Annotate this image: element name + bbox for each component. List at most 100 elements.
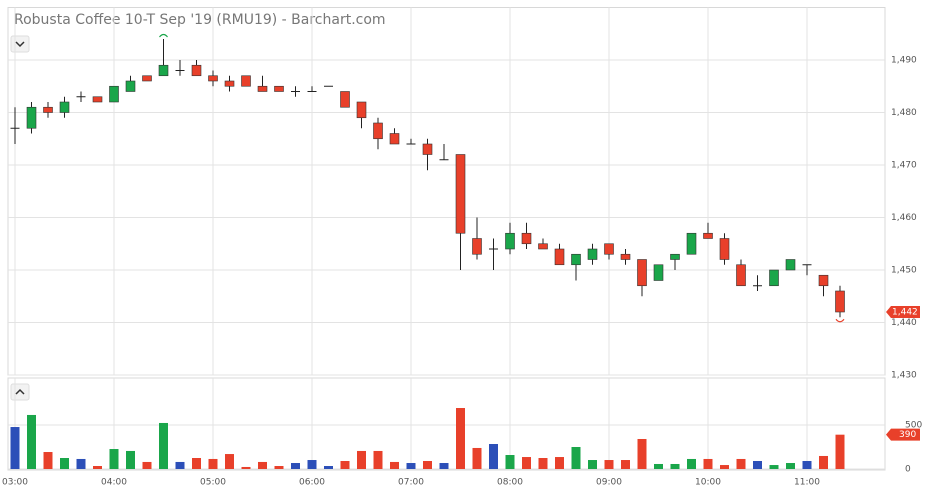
- volume-bar: [588, 460, 597, 469]
- volume-bar: [126, 450, 135, 469]
- y-tick-label: 1,470: [891, 161, 917, 171]
- y-tick-label: 1,450: [891, 266, 917, 276]
- last-volume-label: 390: [899, 430, 916, 440]
- volume-bar: [423, 460, 432, 469]
- button-box[interactable]: [10, 35, 30, 53]
- volume-bar: [324, 466, 333, 469]
- volume-bar: [357, 450, 366, 469]
- volume-bar: [769, 465, 779, 469]
- volume-tick-label: 0: [905, 465, 911, 475]
- volume-bar: [621, 460, 630, 469]
- candle-body: [142, 75, 152, 82]
- candle-body: [224, 80, 235, 87]
- volume-bar: [241, 466, 251, 469]
- candle-body: [554, 248, 565, 266]
- volume-bar: [439, 463, 449, 469]
- volume-bar: [192, 458, 201, 469]
- volume-bar: [456, 408, 465, 469]
- y-tick-label: 1,460: [891, 213, 917, 223]
- volume-bar: [654, 463, 663, 469]
- volume-bar: [802, 460, 812, 469]
- volume-bar: [291, 463, 300, 469]
- volume-bar: [373, 450, 383, 469]
- x-tick-label: 10:00: [695, 478, 721, 488]
- volume-bar: [538, 458, 548, 469]
- candle-body: [620, 253, 631, 260]
- volume-bar: [555, 457, 564, 469]
- low-marker: [835, 318, 845, 323]
- candle-body: [719, 238, 730, 260]
- volume-bar: [76, 458, 86, 469]
- volume-bar: [390, 461, 399, 469]
- candle-body: [604, 243, 614, 255]
- candle-body: [785, 259, 796, 271]
- x-tick-label: 03:00: [2, 478, 28, 488]
- candle-body: [422, 143, 433, 155]
- volume-bar: [109, 449, 119, 469]
- y-tick-label: 1,440: [891, 318, 917, 328]
- candle-body: [257, 85, 268, 92]
- candle-body: [208, 75, 218, 82]
- volume-bar: [670, 463, 680, 469]
- x-tick-label: 04:00: [101, 478, 127, 488]
- volume-bar: [307, 460, 317, 469]
- button-box[interactable]: [10, 383, 30, 401]
- volume-bar: [489, 444, 498, 469]
- candle-body: [521, 232, 532, 245]
- y-tick-label: 1,430: [891, 371, 917, 381]
- last-volume-badge: [886, 428, 920, 441]
- expand-button[interactable]: [10, 383, 30, 401]
- volume-bar: [93, 466, 102, 469]
- volume-bar: [604, 460, 614, 469]
- volume-bar: [208, 458, 218, 469]
- volume-bar: [637, 438, 647, 469]
- volume-bar: [258, 461, 267, 469]
- volume-bar: [505, 455, 515, 469]
- volume-bar: [835, 434, 845, 469]
- candle-body: [158, 64, 169, 77]
- y-tick-label: 1,480: [891, 108, 917, 118]
- candle-body: [340, 91, 350, 108]
- volume-bar: [736, 458, 746, 469]
- volume-bar: [60, 458, 69, 469]
- volume-bar: [27, 414, 36, 469]
- volume-bar: [472, 447, 482, 469]
- last-price-label: 1,442: [892, 308, 918, 318]
- chart-title: Robusta Coffee 10-T Sep '19 (RMU19) - Ba…: [14, 12, 386, 28]
- x-tick-label: 06:00: [299, 478, 325, 488]
- collapse-button[interactable]: [10, 35, 30, 53]
- candle-body: [686, 232, 697, 255]
- volume-bar: [406, 463, 416, 469]
- candle-body: [653, 264, 664, 281]
- volume-bar: [175, 461, 185, 469]
- candle-body: [538, 243, 548, 250]
- candle-body: [92, 96, 103, 103]
- high-marker: [159, 33, 168, 38]
- candle-body: [59, 101, 70, 113]
- candle-body: [389, 133, 400, 145]
- x-tick-label: 09:00: [596, 478, 622, 488]
- candle-body: [670, 253, 680, 260]
- volume-panel: [7, 377, 886, 471]
- candle-body: [818, 274, 829, 287]
- x-tick-label: 07:00: [398, 478, 424, 488]
- candle-body: [835, 290, 845, 313]
- plot-layer: 1,430 1,440 1,450 1,460 1,470 1,480 1,490 0 500 0…: [2, 7, 922, 488]
- volume-bar: [522, 457, 531, 469]
- candle-body: [43, 106, 53, 113]
- x-tick-label: 05:00: [200, 478, 226, 488]
- candle-body: [571, 253, 581, 266]
- candle-body: [191, 64, 202, 77]
- x-tick-label: 08:00: [497, 478, 523, 488]
- chevron-down: [15, 41, 25, 48]
- volume-bar: [225, 454, 234, 469]
- volume-bar: [10, 427, 20, 469]
- volume-bar: [274, 466, 284, 469]
- volume-bar: [571, 447, 581, 469]
- x-tick-label: 11:00: [794, 478, 820, 488]
- candle-body: [637, 259, 647, 287]
- candle-body: [373, 122, 383, 140]
- y-tick-label: 1,490: [891, 56, 917, 66]
- candle-body: [505, 232, 515, 250]
